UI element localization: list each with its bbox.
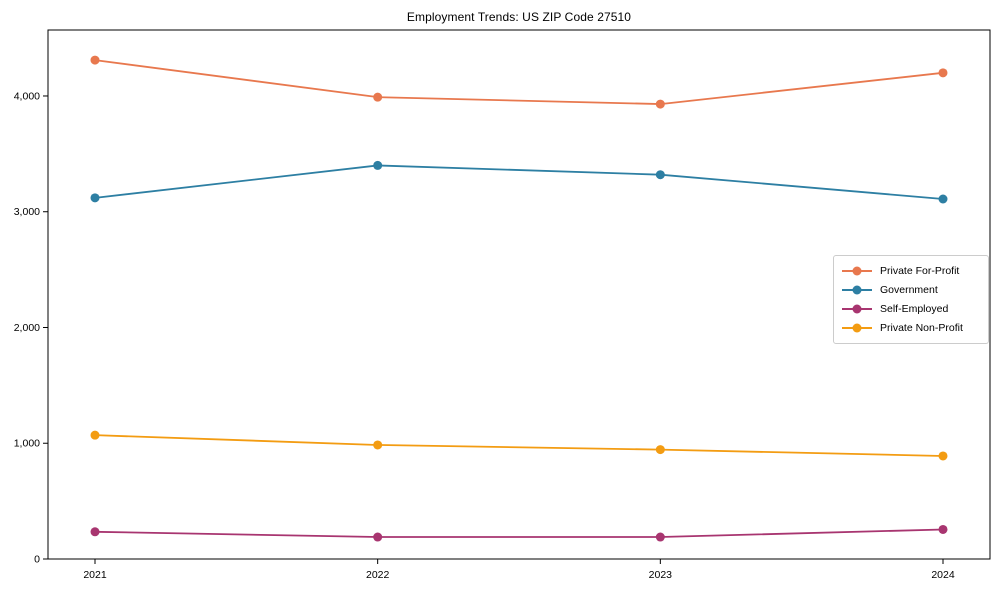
data-point-marker [938,451,948,461]
y-tick-label: 1,000 [14,438,40,450]
data-point-marker [373,440,383,450]
y-tick-label: 2,000 [14,322,40,334]
data-point-marker [373,92,383,102]
data-point-marker [938,524,948,534]
data-point-marker [373,532,383,542]
legend: Private For-Profit Government Self-Emplo… [833,255,989,344]
x-tick-label: 2023 [649,569,673,581]
legend-label: Self-Employed [880,303,949,315]
line-marker-swatch [842,322,872,334]
y-tick-label: 4,000 [14,90,40,102]
x-tick-label: 2022 [366,569,390,581]
line-marker-swatch [842,284,872,296]
data-point-marker [655,99,665,109]
data-point-marker [655,170,665,180]
legend-dot-icon [852,323,862,333]
legend-label: Private For-Profit [880,265,960,277]
line-marker-swatch [842,265,872,277]
series-line [94,434,944,457]
legend-label: Government [880,284,938,296]
line-marker-swatch [842,303,872,315]
y-tick-label: 3,000 [14,206,40,218]
x-tick-label: 2024 [931,569,955,581]
data-point-marker [90,55,100,65]
data-point-marker [655,445,665,455]
axis-frame [47,29,991,560]
x-tick-label: 2021 [83,569,107,581]
data-point-marker [90,430,100,440]
data-point-marker [90,527,100,537]
legend-dot-icon [852,266,862,276]
chart-title: Employment Trends: US ZIP Code 27510 [406,10,632,24]
legend-item: Government [842,281,980,299]
data-point-marker [90,193,100,203]
legend-dot-icon [852,304,862,314]
data-point-marker [938,194,948,204]
data-point-marker [938,68,948,78]
series-line [94,59,944,105]
series-line [94,164,944,200]
data-point-marker [655,532,665,542]
y-tick-label: 0 [34,554,40,566]
series-line [94,528,944,538]
legend-item: Private Non-Profit [842,319,980,337]
legend-label: Private Non-Profit [880,322,963,334]
legend-item: Private For-Profit [842,262,980,280]
legend-item: Self-Employed [842,300,980,318]
legend-dot-icon [852,285,862,295]
data-point-marker [373,160,383,170]
